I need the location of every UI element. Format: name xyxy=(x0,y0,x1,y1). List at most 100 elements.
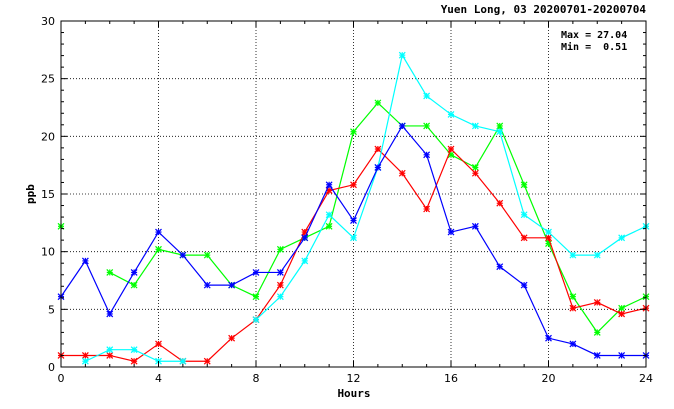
data-point xyxy=(252,269,260,276)
y-tick-label: 25 xyxy=(41,73,55,86)
data-point xyxy=(398,169,406,177)
x-tick-label: 20 xyxy=(542,372,556,385)
data-point xyxy=(130,346,138,354)
series-line xyxy=(109,102,647,334)
data-point xyxy=(545,234,552,242)
data-point xyxy=(496,263,504,271)
data-point xyxy=(350,234,357,242)
data-point xyxy=(618,304,626,312)
data-point xyxy=(155,245,162,253)
data-point xyxy=(325,181,333,189)
data-point xyxy=(374,164,382,171)
x-tick-label: 12 xyxy=(347,372,361,385)
x-tick-label: 16 xyxy=(444,372,458,385)
data-point xyxy=(179,251,187,259)
series-line xyxy=(255,53,647,321)
data-point xyxy=(398,122,406,130)
x-tick-label: 4 xyxy=(155,372,162,385)
data-point xyxy=(81,352,89,359)
data-point xyxy=(301,257,309,265)
data-point xyxy=(179,357,187,365)
x-tick-label: 0 xyxy=(58,372,65,385)
chart-title: Yuen Long, 03 20200701-20200704 xyxy=(441,3,647,16)
data-point xyxy=(228,281,236,289)
min-label: Min = 0.51 xyxy=(561,41,627,53)
data-point xyxy=(203,357,211,365)
series-layer xyxy=(57,51,650,365)
axis-ticks: 0 4 8 12 16 20 24 0 5 10 15 20 25 30 xyxy=(41,15,653,385)
data-point xyxy=(350,128,357,136)
data-point xyxy=(350,217,357,224)
data-point xyxy=(520,211,528,219)
x-tick-label: 24 xyxy=(639,372,653,385)
data-point xyxy=(325,211,333,219)
data-point xyxy=(569,304,577,312)
data-point xyxy=(106,269,114,276)
data-point xyxy=(276,293,284,301)
data-point xyxy=(520,181,528,189)
data-point xyxy=(447,110,455,118)
data-point xyxy=(374,99,382,107)
grid xyxy=(61,21,646,367)
data-point xyxy=(130,357,138,365)
y-axis-title: ppb xyxy=(24,184,37,204)
y-tick-label: 15 xyxy=(41,188,55,201)
data-point xyxy=(130,269,138,276)
data-point xyxy=(496,128,504,136)
y-tick-label: 20 xyxy=(41,130,55,143)
data-point xyxy=(252,293,260,301)
data-point xyxy=(423,151,431,159)
data-point xyxy=(81,357,89,365)
data-point xyxy=(374,145,382,153)
data-point xyxy=(228,334,236,342)
data-point xyxy=(81,257,89,265)
data-point xyxy=(106,346,114,354)
data-point xyxy=(593,328,601,336)
data-point xyxy=(471,164,479,171)
series-2 xyxy=(81,51,650,365)
data-point xyxy=(471,222,479,230)
data-point xyxy=(276,281,284,289)
data-point xyxy=(203,281,211,289)
data-point xyxy=(301,234,309,242)
data-point xyxy=(545,228,552,236)
data-point xyxy=(252,316,260,324)
data-point xyxy=(593,298,601,306)
data-point xyxy=(106,310,114,318)
x-axis-title: Hours xyxy=(337,387,370,400)
data-point xyxy=(325,222,333,230)
data-point xyxy=(423,122,431,130)
data-point xyxy=(106,352,114,359)
y-tick-label: 0 xyxy=(48,361,55,374)
data-point xyxy=(569,293,577,301)
y-tick-label: 5 xyxy=(48,303,55,316)
data-point xyxy=(618,234,626,242)
data-point xyxy=(447,228,455,236)
data-point xyxy=(496,199,504,207)
data-point xyxy=(350,181,357,189)
data-point xyxy=(276,269,284,276)
data-point xyxy=(618,310,626,318)
x-tick-label: 8 xyxy=(253,372,260,385)
data-point xyxy=(520,281,528,289)
data-point xyxy=(423,205,431,213)
series-3 xyxy=(57,122,650,359)
data-point xyxy=(593,352,601,359)
data-point xyxy=(203,251,211,259)
data-point xyxy=(520,234,528,242)
y-tick-label: 30 xyxy=(41,15,55,28)
data-point xyxy=(569,251,577,259)
data-point xyxy=(155,340,162,348)
data-point xyxy=(447,145,455,153)
data-point xyxy=(593,251,601,259)
data-point xyxy=(471,122,479,130)
data-point xyxy=(496,122,504,130)
data-point xyxy=(423,92,431,100)
data-point xyxy=(569,340,577,348)
data-point xyxy=(618,352,626,359)
y-tick-label: 10 xyxy=(41,246,55,259)
data-point xyxy=(155,228,162,236)
data-point xyxy=(398,51,406,59)
data-point xyxy=(130,281,138,289)
